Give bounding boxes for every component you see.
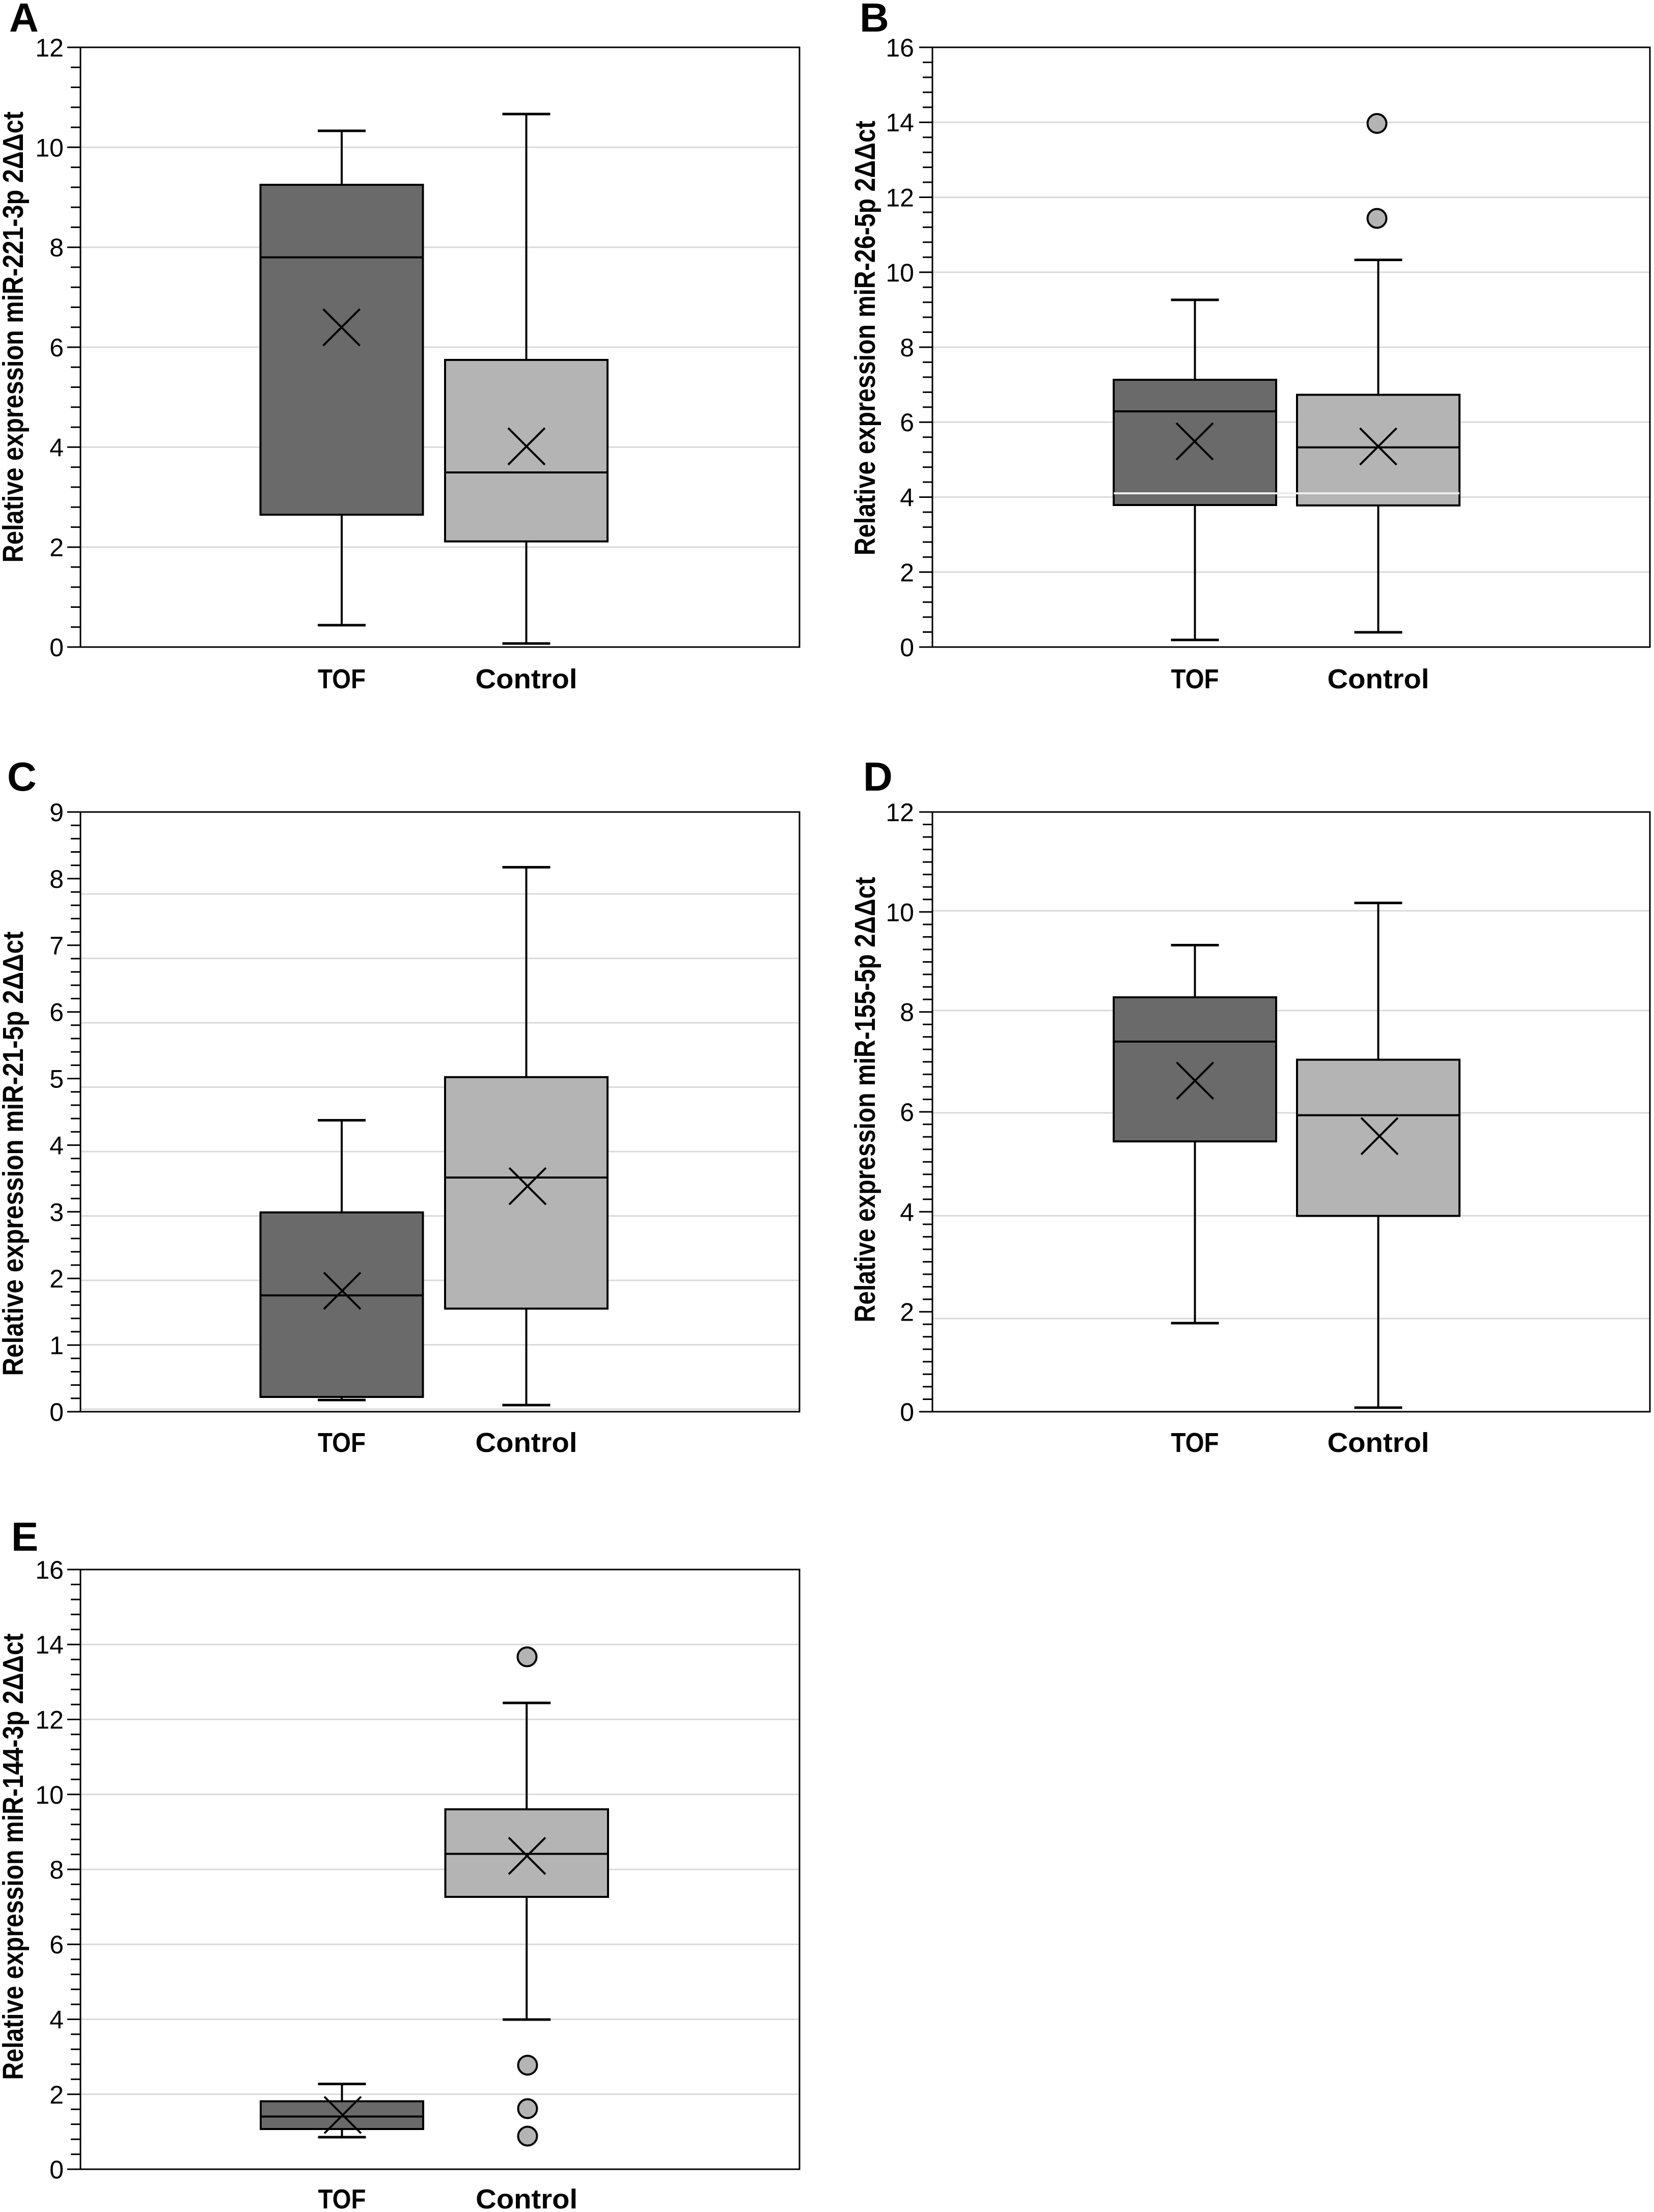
- svg-text:A: A: [9, 0, 39, 40]
- svg-text:10: 10: [35, 133, 64, 162]
- svg-text:E: E: [11, 1514, 38, 1559]
- svg-text:16: 16: [886, 34, 914, 62]
- svg-text:3: 3: [49, 1198, 64, 1226]
- svg-text:2: 2: [49, 1265, 64, 1293]
- svg-text:0: 0: [49, 1398, 64, 1426]
- svg-text:14: 14: [35, 1631, 64, 1659]
- svg-text:TOF: TOF: [1171, 664, 1219, 694]
- svg-text:Relative expression miR-144-3p: Relative expression miR-144-3p 2ΔΔct: [0, 1633, 30, 2080]
- svg-text:6: 6: [900, 1098, 914, 1127]
- svg-text:16: 16: [35, 1556, 64, 1584]
- svg-text:Relative expression miR-26-5p: Relative expression miR-26-5p 2ΔΔct: [849, 121, 881, 555]
- svg-text:TOF: TOF: [318, 664, 366, 694]
- svg-text:0: 0: [900, 1398, 914, 1426]
- svg-text:8: 8: [49, 234, 64, 262]
- svg-text:5: 5: [49, 1065, 64, 1094]
- svg-text:6: 6: [49, 998, 64, 1027]
- svg-text:0: 0: [900, 633, 914, 662]
- svg-text:14: 14: [886, 108, 914, 137]
- svg-text:B: B: [860, 0, 889, 40]
- svg-text:TOF: TOF: [318, 1427, 366, 1458]
- svg-text:6: 6: [900, 408, 914, 437]
- svg-text:12: 12: [35, 1706, 64, 1734]
- svg-text:12: 12: [35, 34, 64, 62]
- svg-text:10: 10: [886, 898, 914, 927]
- svg-text:2: 2: [49, 2081, 64, 2109]
- svg-text:10: 10: [886, 259, 914, 287]
- svg-text:Control: Control: [476, 1427, 577, 1458]
- svg-text:6: 6: [49, 333, 64, 362]
- svg-text:TOF: TOF: [1171, 1427, 1219, 1458]
- svg-text:4: 4: [900, 484, 914, 512]
- svg-text:12: 12: [886, 798, 914, 827]
- svg-text:Control: Control: [1328, 1427, 1429, 1458]
- svg-text:Control: Control: [1328, 664, 1429, 694]
- svg-text:D: D: [863, 754, 893, 799]
- svg-text:Control: Control: [476, 2184, 577, 2212]
- svg-text:2: 2: [49, 534, 64, 562]
- svg-text:8: 8: [49, 1856, 64, 1884]
- svg-text:4: 4: [900, 1198, 914, 1226]
- svg-text:2: 2: [900, 558, 914, 587]
- svg-text:12: 12: [886, 184, 914, 212]
- svg-text:4: 4: [49, 2006, 64, 2034]
- svg-text:2: 2: [900, 1298, 914, 1327]
- svg-text:0: 0: [49, 2155, 64, 2184]
- svg-text:6: 6: [49, 1930, 64, 1959]
- svg-text:10: 10: [35, 1781, 64, 1809]
- svg-text:Relative expression miR-155-5p: Relative expression miR-155-5p 2ΔΔct: [849, 877, 881, 1322]
- svg-text:Relative expression miR-21-5p: Relative expression miR-21-5p 2ΔΔct: [0, 931, 30, 1376]
- svg-text:Relative expression miR-221-3p: Relative expression miR-221-3p 2ΔΔct: [0, 111, 30, 563]
- svg-text:4: 4: [49, 1131, 64, 1160]
- svg-text:Control: Control: [476, 664, 577, 694]
- svg-text:1: 1: [49, 1331, 64, 1360]
- svg-text:8: 8: [900, 998, 914, 1027]
- svg-text:7: 7: [49, 932, 64, 960]
- svg-text:8: 8: [49, 865, 64, 893]
- svg-text:C: C: [7, 754, 37, 799]
- svg-text:TOF: TOF: [318, 2184, 366, 2212]
- svg-text:9: 9: [49, 798, 64, 827]
- svg-text:0: 0: [49, 633, 64, 662]
- svg-text:4: 4: [49, 433, 64, 462]
- svg-text:8: 8: [900, 333, 914, 362]
